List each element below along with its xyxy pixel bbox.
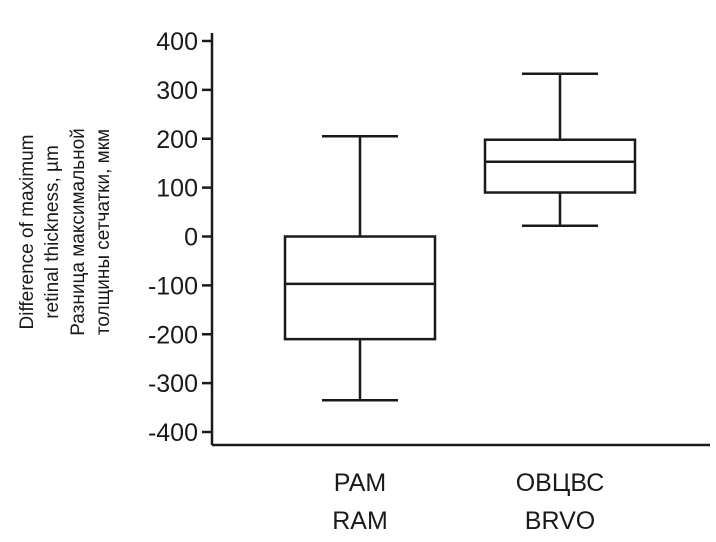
y-axis-label-line-4: толщины сетчатки, мкм (93, 129, 114, 335)
y-axis-label-line-2: retinal thickness, µm (42, 145, 63, 319)
category-label: RAM (332, 507, 388, 535)
axes: 400 300 200 100 0 -100 -200 -300 -400 (148, 28, 710, 447)
iqr-box (283, 235, 437, 341)
iqr-box (483, 138, 637, 194)
y-tick-label: -400 (148, 419, 198, 447)
category-label: ОВЦВС (516, 469, 605, 497)
y-tick-label: 200 (156, 126, 198, 154)
y-tick-label: -200 (148, 321, 198, 349)
y-axis-label: Difference of maximum retinal thickness,… (17, 128, 114, 336)
labels: РАМ RAM ОВЦВС BRVO (332, 469, 604, 535)
box-2 (483, 72, 637, 227)
boxes (283, 72, 637, 402)
y-tick-label: -300 (148, 370, 198, 398)
y-tick-label: 300 (156, 77, 198, 105)
category-label: РАМ (334, 469, 387, 497)
y-tick-label: 100 (156, 175, 198, 203)
y-axis-label-line-1: Difference of maximum (17, 135, 38, 330)
y-tick-label: 0 (184, 224, 198, 252)
box-1 (283, 135, 437, 402)
y-tick-label: -100 (148, 272, 198, 300)
y-axis-label-line-3: Разница максимальной (68, 128, 89, 336)
y-tick-label: 400 (156, 28, 198, 56)
category-label: BRVO (525, 507, 595, 535)
